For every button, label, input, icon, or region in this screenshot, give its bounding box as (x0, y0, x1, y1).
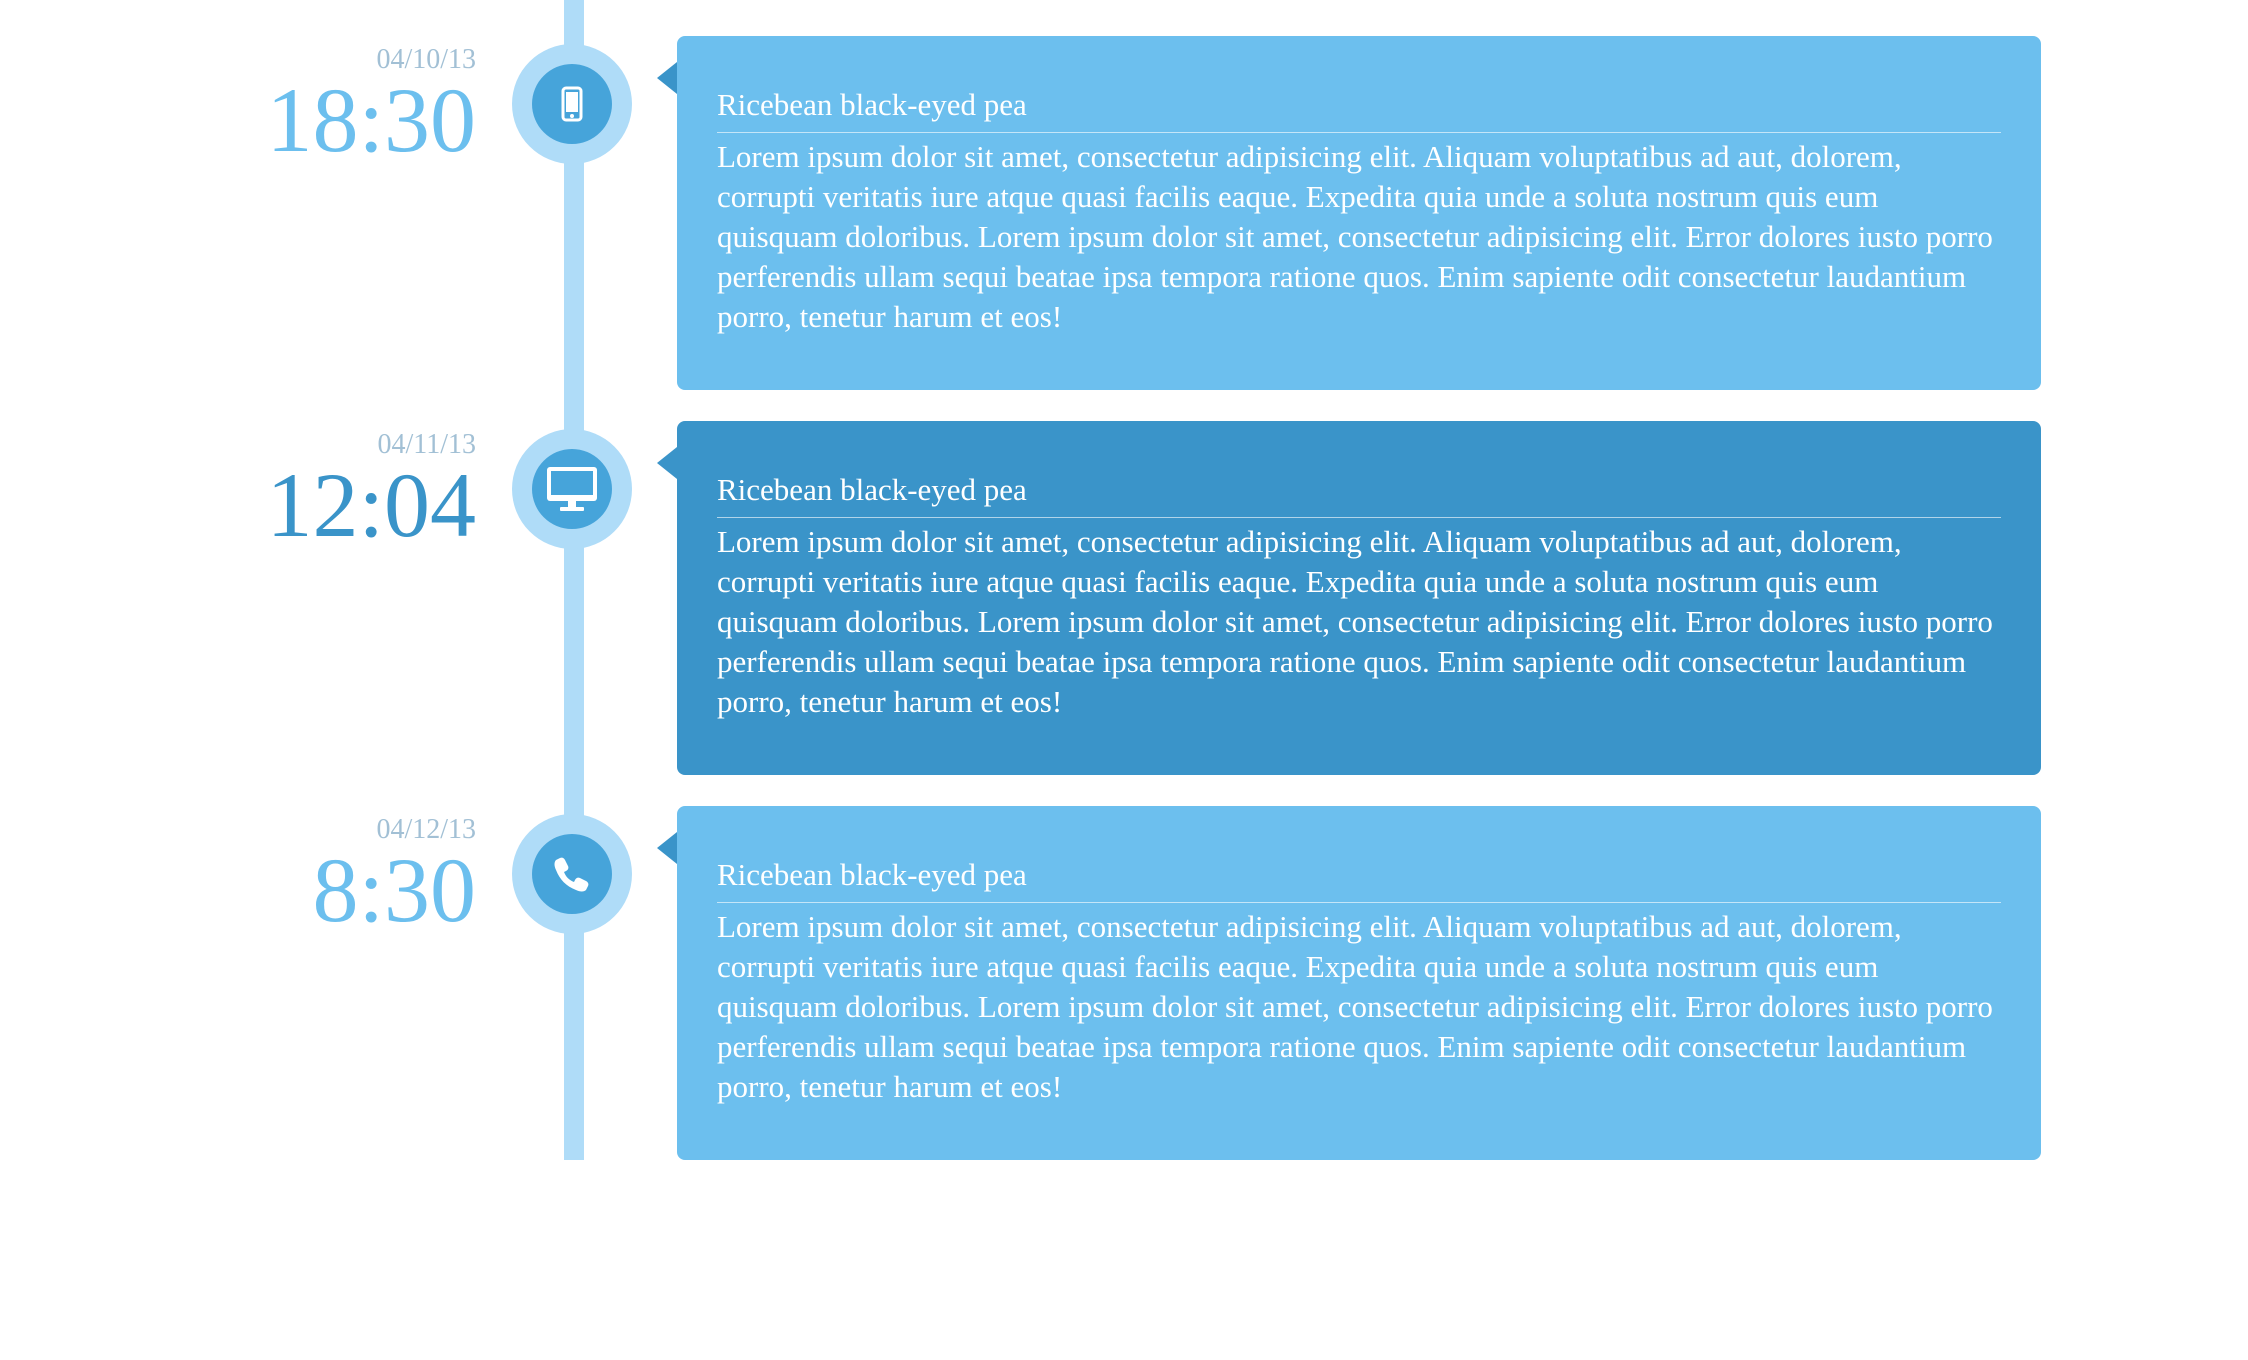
entry-card-title: Ricebean black-eyed pea (717, 86, 2001, 133)
desktop-monitor-icon (532, 449, 612, 529)
entry-card-body: Lorem ipsum dolor sit amet, consectetur … (717, 909, 1993, 1104)
timeline-entry: 04/12/13 8:30 Ricebean black-eyed pea Lo… (0, 770, 2248, 1160)
entry-card-title: Ricebean black-eyed pea (717, 856, 2001, 903)
timeline-entry: 04/11/13 12:04 Ricebean black-eyed pea L… (0, 385, 2248, 775)
entry-time: 04/11/13 12:04 (160, 385, 476, 553)
entry-card-body: Lorem ipsum dolor sit amet, consectetur … (717, 139, 1993, 334)
entry-card: Ricebean black-eyed pea Lorem ipsum dolo… (657, 36, 2041, 390)
entry-card: Ricebean black-eyed pea Lorem ipsum dolo… (657, 421, 2041, 775)
mobile-phone-icon (532, 64, 612, 144)
entry-card-title: Ricebean black-eyed pea (717, 471, 2001, 518)
entry-clock: 18:30 (266, 69, 476, 171)
entry-date: 04/10/13 (376, 44, 476, 75)
entry-clock: 8:30 (312, 839, 476, 941)
entry-clock: 12:04 (266, 454, 476, 556)
entry-time: 04/12/13 8:30 (160, 770, 476, 938)
entry-date: 04/12/13 (376, 814, 476, 845)
entry-time: 04/10/13 18:30 (160, 0, 476, 168)
timeline-entry: 04/10/13 18:30 Ricebean black-eyed pea L… (0, 0, 2248, 390)
entry-date: 04/11/13 (377, 429, 476, 460)
phone-handset-icon (532, 834, 612, 914)
entry-icon-ring (512, 429, 632, 549)
entry-card-body: Lorem ipsum dolor sit amet, consectetur … (717, 524, 1993, 719)
entry-icon-ring (512, 44, 632, 164)
entry-card: Ricebean black-eyed pea Lorem ipsum dolo… (657, 806, 2041, 1160)
entry-icon-ring (512, 814, 632, 934)
